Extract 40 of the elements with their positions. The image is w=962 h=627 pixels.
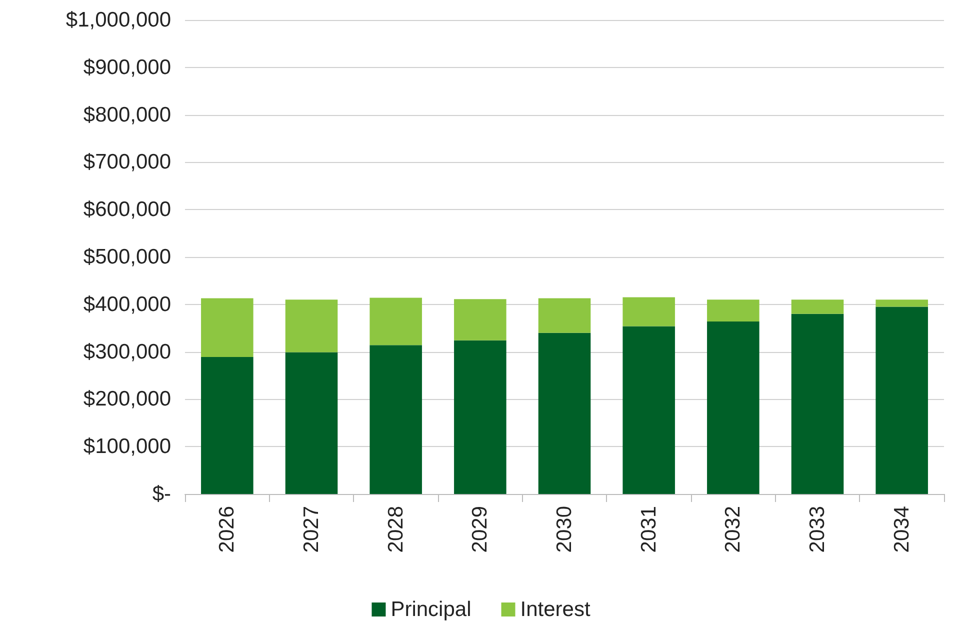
x-tick-label: 2033 (806, 506, 829, 553)
x-tick-label: 2029 (468, 506, 492, 553)
y-tick-label: $700,000 (83, 150, 171, 174)
y-tick-label: $500,000 (83, 246, 171, 268)
x-tick-label: 2026 (216, 506, 239, 553)
bar (791, 314, 844, 494)
y-tick-label: $900,000 (83, 56, 171, 79)
y-tick-label: $400,000 (83, 292, 171, 316)
bar (876, 300, 928, 307)
y-tick-label: $200,000 (83, 388, 171, 411)
x-tick-label: 2031 (637, 506, 660, 553)
y-tick-label: $600,000 (83, 198, 171, 222)
y-tick-label: $800,000 (83, 103, 171, 126)
bar (370, 298, 422, 346)
bar (538, 332, 591, 494)
bar (285, 352, 338, 494)
y-tick-label: $- (152, 482, 171, 506)
bar (622, 297, 675, 326)
x-tick-label: 2027 (300, 506, 323, 553)
legend-label: Principal (390, 598, 472, 621)
bar (538, 298, 591, 333)
bar (622, 326, 675, 494)
x-tick-label: 2034 (890, 506, 914, 553)
bar (201, 357, 254, 494)
bar (454, 340, 506, 494)
x-tick-label: 2028 (384, 506, 408, 553)
bar (285, 300, 338, 352)
y-tick-label: $300,000 (83, 340, 171, 364)
bar (707, 321, 760, 494)
x-tick-label: 2030 (553, 506, 576, 553)
bar (370, 345, 422, 494)
bar (791, 300, 844, 314)
legend-label: Interest (520, 598, 590, 621)
x-tick-label: 2032 (722, 506, 745, 553)
bar (201, 298, 254, 358)
bar (707, 300, 760, 322)
y-tick-label: $100,000 (83, 435, 171, 458)
y-tick-label: $1,000,000 (66, 8, 171, 32)
bar (454, 299, 506, 340)
bar (876, 306, 928, 494)
